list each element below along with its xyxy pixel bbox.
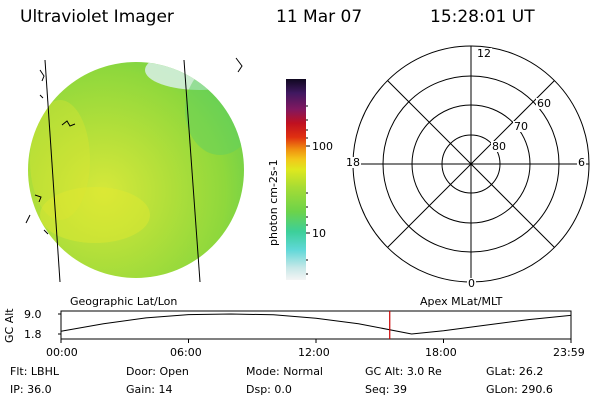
info-flt: Flt: LBHL: [10, 365, 59, 378]
chart-x-tick-0600: 06:00: [170, 346, 202, 359]
altitude-series-line: [60, 313, 571, 335]
mlt-label-6: 6: [577, 156, 586, 169]
chart-x-tick-1200: 12:00: [298, 346, 330, 359]
info-glat: GLat: 26.2: [486, 365, 544, 378]
colorbar-ticks: [306, 105, 310, 275]
chart-y-tick-1.8: 1.8: [24, 328, 42, 341]
colorbar-tick-10: 10: [312, 227, 326, 240]
time-readout: 15:28:01 UT: [430, 7, 535, 27]
chart-y-tick-9: 9.0: [24, 308, 42, 321]
chart-x-tick-0000: 00:00: [46, 346, 78, 359]
info-mode: Mode: Normal: [246, 365, 323, 378]
altitude-chart: [58, 310, 572, 343]
lat-label-70: 70: [513, 120, 529, 133]
mlt-label-18: 18: [345, 156, 361, 169]
info-door: Door: Open: [126, 365, 189, 378]
info-gc-alt: GC Alt: 3.0 Re: [365, 365, 442, 378]
info-seq: Seq: 39: [365, 383, 407, 396]
chart-x-tick-2359: 23:59: [553, 346, 585, 359]
colorbar-unit-label: photon cm-2s-1: [267, 159, 280, 246]
polar-plot: [352, 45, 590, 283]
x-ticks: [60, 339, 572, 343]
apex-panel-title: Apex MLat/MLT: [420, 295, 503, 308]
info-ip: IP: 36.0: [10, 383, 52, 396]
uv-image-disk: [25, 57, 244, 283]
info-gain: Gain: 14: [126, 383, 173, 396]
lat-label-80: 80: [491, 140, 507, 153]
mlt-label-12: 12: [476, 47, 492, 60]
app-title: Ultraviolet Imager: [20, 7, 174, 27]
colorbar: [286, 79, 306, 280]
chart-y-axis-label: GC Alt: [3, 308, 16, 343]
geographic-panel-title: Geographic Lat/Lon: [70, 295, 178, 308]
info-dsp: Dsp: 0.0: [246, 383, 292, 396]
chart-x-tick-1800: 18:00: [425, 346, 457, 359]
date-readout: 11 Mar 07: [276, 7, 363, 27]
mlt-label-0: 0: [467, 277, 476, 290]
chart-frame: [60, 310, 572, 340]
lat-label-60: 60: [536, 97, 552, 110]
info-glon: GLon: 290.6: [486, 383, 553, 396]
colorbar-tick-100: 100: [312, 140, 333, 153]
